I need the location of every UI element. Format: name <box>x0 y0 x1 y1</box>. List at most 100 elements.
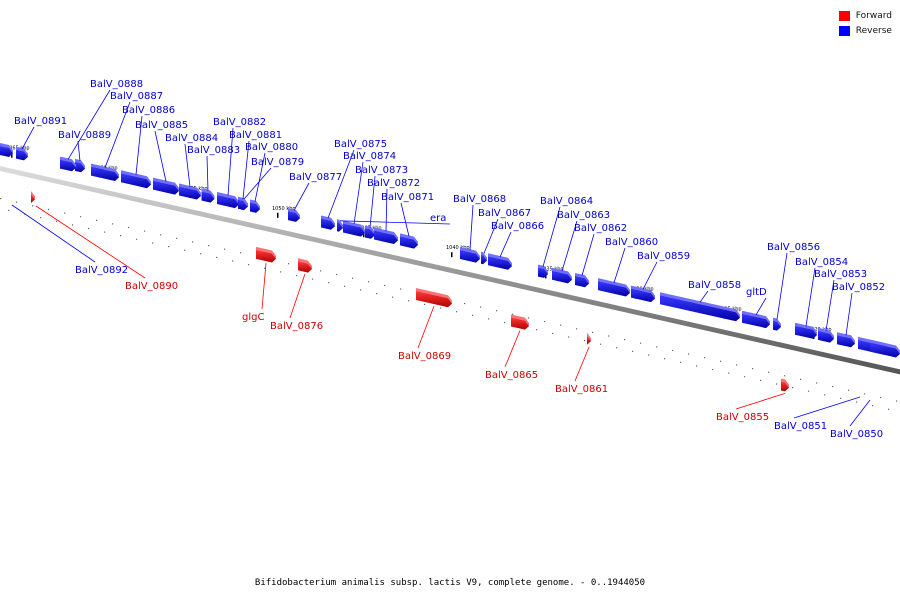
gene-feature-top <box>416 288 452 304</box>
gene-feature-top <box>238 196 248 207</box>
leader-line <box>293 182 310 211</box>
gene-feature <box>256 249 276 263</box>
gene-label: BalV_0863 <box>557 210 610 221</box>
gene-feature <box>400 236 418 249</box>
gene-label: BalV_0884 <box>165 133 218 144</box>
guide-dot <box>192 241 194 243</box>
gene-feature-top <box>870 339 900 354</box>
guide-dot <box>312 278 314 280</box>
gene-label: BalV_0853 <box>814 269 867 280</box>
gene-feature <box>343 223 365 237</box>
gene-label: BalV_0867 <box>478 208 531 219</box>
guide-dot <box>808 390 810 392</box>
gene-label: BalV_0881 <box>229 130 282 141</box>
gene-feature-top <box>818 327 834 339</box>
guide-dot <box>792 387 794 389</box>
gene-label: gltD <box>746 287 767 298</box>
guide-dot <box>456 311 458 313</box>
gene-feature <box>587 335 591 345</box>
guide-dot <box>296 274 298 277</box>
gene-feature-top <box>288 208 300 219</box>
guide-dot <box>440 307 442 309</box>
gene-feature <box>179 186 201 200</box>
guide-dot <box>56 220 58 222</box>
guide-dot <box>488 318 490 320</box>
guide-dot <box>872 405 874 407</box>
guide-dot <box>96 219 98 221</box>
leader-line <box>845 292 853 336</box>
gene-feature-top <box>31 191 35 200</box>
gene-feature <box>321 218 335 230</box>
gene-label: BalV_0854 <box>795 257 848 268</box>
gene-feature-top <box>837 332 855 344</box>
gene-label: BalV_0880 <box>245 142 298 153</box>
gene-feature <box>870 342 900 358</box>
gene-feature <box>153 180 179 195</box>
guide-dot <box>424 303 426 305</box>
guide-dot <box>112 223 114 225</box>
guide-dot <box>552 332 554 334</box>
guide-dot <box>480 306 482 308</box>
leader-line <box>35 205 146 279</box>
guide-dot <box>536 329 538 331</box>
guide-dot <box>768 371 770 373</box>
guide-dot <box>336 273 338 276</box>
gene-feature <box>91 166 119 181</box>
leader-line <box>385 188 388 232</box>
gene-label: BalV_0859 <box>637 251 690 262</box>
leader-line <box>154 130 167 182</box>
gene-label: BalV_0872 <box>367 178 420 189</box>
guide-dot <box>120 235 122 237</box>
axis-tick <box>363 232 365 238</box>
genome-axis <box>0 166 900 375</box>
gene-feature-top <box>91 163 119 178</box>
leader-line <box>353 161 364 225</box>
axis-tick <box>451 252 453 258</box>
leader-line <box>849 399 871 427</box>
legend-reverse-label: Reverse <box>855 25 892 36</box>
guide-dot <box>360 289 362 291</box>
leader-line <box>574 346 590 382</box>
guide-dot <box>688 353 690 355</box>
gene-feature-top <box>795 322 817 336</box>
leader-line <box>135 115 143 175</box>
guide-dot <box>720 360 722 362</box>
guide-dot <box>712 368 714 371</box>
leader-line <box>613 247 626 283</box>
gene-label: BalV_0866 <box>491 221 544 232</box>
guide-dot <box>232 260 234 262</box>
gene-feature-top <box>179 183 201 196</box>
guide-dot <box>840 397 842 399</box>
gene-feature <box>31 194 35 203</box>
legend-reverse: Reverse <box>838 23 892 38</box>
guide-dot <box>32 205 34 207</box>
guide-dot <box>568 336 570 338</box>
gene-feature <box>250 202 260 213</box>
leader-line <box>242 140 250 199</box>
guide-dot <box>80 216 82 218</box>
gene-label: BalV_0860 <box>605 237 658 248</box>
guide-dot <box>784 375 786 377</box>
gene-label: era <box>430 213 446 224</box>
guide-dot <box>856 401 858 403</box>
axis-tick <box>277 212 279 218</box>
gene-feature-top <box>343 220 365 233</box>
gene-label: BalV_0876 <box>270 321 323 332</box>
guide-dot <box>248 264 250 266</box>
gene-feature <box>631 288 655 303</box>
gene-feature-top <box>400 233 418 245</box>
gene-label: BalV_0888 <box>90 79 143 90</box>
gene-feature-top <box>773 317 781 327</box>
leader-line <box>184 143 191 187</box>
gene-feature-unlabeled <box>0 146 13 157</box>
leader-line <box>699 290 709 303</box>
guide-dot <box>848 389 850 391</box>
guide-dot <box>896 400 898 402</box>
guide-dot <box>184 249 186 251</box>
guide-dot <box>584 340 586 342</box>
guide-dot <box>320 270 322 272</box>
gene-features <box>0 143 900 392</box>
guide-dot <box>152 242 154 244</box>
leader-line <box>542 206 561 267</box>
gene-feature <box>818 330 834 343</box>
